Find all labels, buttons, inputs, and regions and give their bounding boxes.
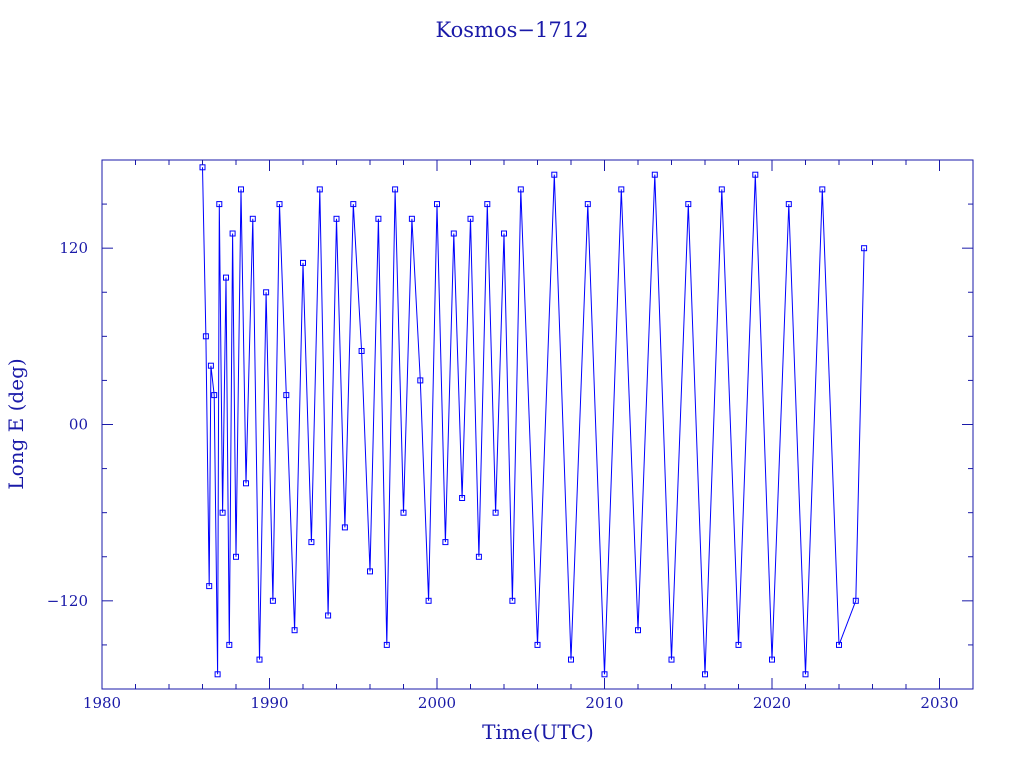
data-point [238, 186, 244, 193]
data-point [392, 186, 399, 193]
data-point [852, 597, 859, 604]
data-point [375, 215, 382, 222]
data-point [752, 171, 759, 178]
y-tick-label: −120 [47, 592, 88, 610]
data-point [249, 215, 256, 222]
data-point [635, 627, 641, 634]
data-point [802, 671, 809, 678]
data-point [425, 597, 432, 604]
data-point [233, 553, 239, 560]
data-point [214, 671, 221, 678]
data-point [316, 186, 323, 193]
y-axis-label: Long E (deg) [4, 358, 28, 489]
data-point [568, 656, 574, 663]
data-point [484, 201, 491, 208]
data-point [492, 509, 499, 516]
data-point [450, 230, 457, 237]
data-point [229, 230, 236, 237]
x-tick-label: 1980 [83, 694, 121, 712]
data-point [651, 171, 658, 178]
data-point [836, 641, 842, 648]
data-point [243, 480, 249, 487]
data-point [341, 524, 348, 531]
y-tick-label: 120 [59, 239, 88, 257]
data-point [400, 509, 407, 516]
data-point [358, 348, 365, 354]
chart-title: Kosmos−1712 [436, 18, 589, 42]
x-tick-label: 2030 [920, 694, 958, 712]
data-point [367, 568, 373, 575]
data-point [534, 641, 541, 648]
data-point [417, 377, 424, 384]
data-layer [199, 164, 868, 678]
data-point [517, 186, 524, 193]
data-point [551, 171, 558, 178]
data-point [467, 215, 474, 222]
data-point [668, 656, 675, 663]
data-point [202, 333, 209, 340]
data-point [269, 597, 276, 604]
data-point [216, 201, 223, 208]
data-point [223, 274, 229, 281]
data-point [211, 392, 218, 399]
data-point [718, 186, 725, 193]
data-point [459, 495, 466, 501]
data-point [325, 612, 332, 619]
x-tick-label: 2010 [585, 694, 623, 712]
data-point [333, 215, 340, 222]
data-point [276, 201, 283, 208]
data-point [702, 671, 708, 678]
data-point [308, 539, 315, 546]
data-point [442, 539, 449, 546]
data-point [283, 392, 290, 399]
data-point [584, 201, 591, 208]
data-point [219, 509, 226, 516]
x-axis-label: Time(UTC) [482, 720, 594, 744]
y-tick-label: 00 [69, 416, 88, 434]
x-tick-label: 1990 [250, 694, 288, 712]
data-point [509, 597, 516, 604]
data-point [206, 583, 213, 590]
data-point [300, 259, 306, 266]
data-point [785, 201, 792, 208]
data-point [207, 362, 214, 369]
series-line [202, 167, 865, 675]
data-point [601, 671, 608, 678]
ticks-layer: 1980 1990 2000 2010 2020 2030 −120 00 120 [47, 160, 973, 712]
data-point [434, 201, 440, 208]
data-point [475, 553, 482, 560]
data-point [769, 656, 775, 663]
data-point [618, 186, 625, 193]
data-point [735, 641, 742, 648]
x-tick-label: 2000 [418, 694, 456, 712]
data-point [263, 289, 270, 296]
data-point [291, 627, 298, 634]
x-tick-label: 2020 [753, 694, 791, 712]
data-point [383, 641, 390, 648]
data-point [226, 641, 233, 648]
data-point [819, 186, 826, 193]
data-point [350, 201, 357, 208]
data-point [685, 201, 692, 208]
data-point [501, 230, 507, 237]
data-point [256, 656, 263, 663]
data-point [861, 245, 868, 252]
data-point [408, 215, 415, 222]
